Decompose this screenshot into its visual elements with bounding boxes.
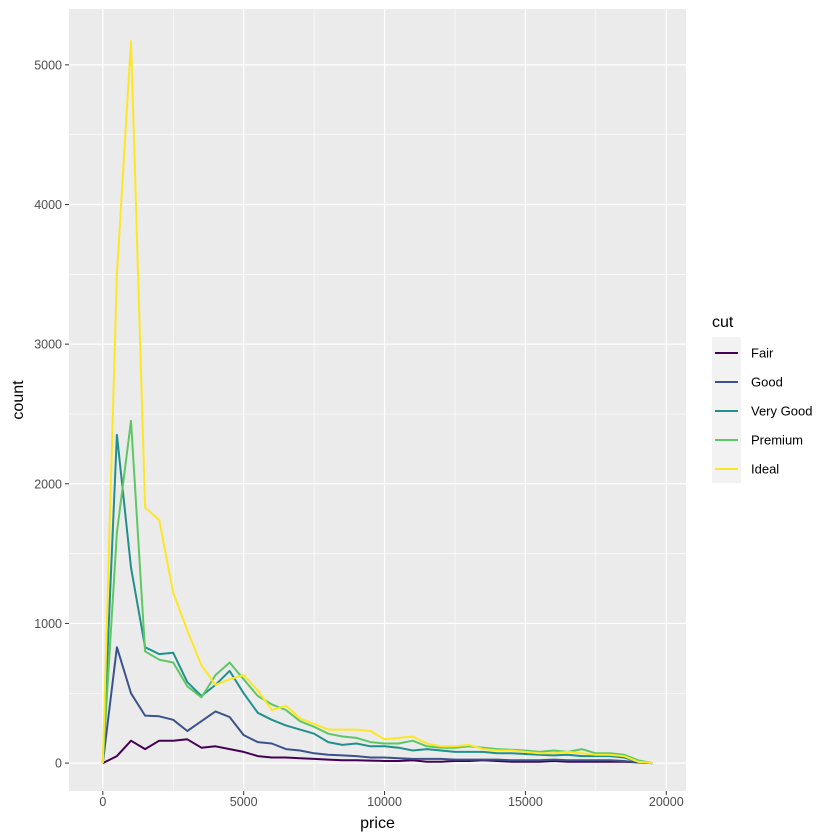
- series-line-very-good: [101, 433, 653, 765]
- y-axis-tick-label: 2000: [34, 477, 62, 491]
- y-axis-tick-label: 3000: [34, 338, 62, 352]
- series-line-premium: [101, 419, 653, 765]
- legend-title: cut: [712, 314, 734, 331]
- y-axis-tick-label: 5000: [34, 58, 62, 72]
- legend-items: Fair Good Very Good Premium Ideal: [715, 346, 812, 477]
- series-line-fair: [102, 738, 653, 765]
- y-axis-tick-label: 0: [55, 757, 62, 771]
- legend: cut Fair Good Very Good Premium Ideal: [712, 314, 812, 483]
- x-axis-title: price: [360, 815, 395, 832]
- legend-label-fair: Fair: [751, 346, 774, 361]
- series-line-ideal: [101, 40, 653, 765]
- grid-minor: [69, 9, 686, 791]
- y-axis-tick-label: 4000: [34, 198, 62, 212]
- y-axis-title: count: [10, 380, 27, 420]
- series-lines: [101, 40, 653, 765]
- legend-label-ideal: Ideal: [751, 462, 779, 477]
- y-axis: 0 1000 2000 3000 4000 5000: [34, 58, 69, 771]
- grid-major: [69, 9, 686, 791]
- x-axis-tick-label: 5000: [230, 795, 258, 809]
- legend-label-premium: Premium: [751, 433, 803, 448]
- x-axis-tick-label: 20000: [649, 795, 684, 809]
- x-axis-tick-label: 0: [99, 795, 106, 809]
- x-axis-tick-label: 10000: [367, 795, 402, 809]
- x-axis: 0 5000 10000 15000 20000: [99, 791, 684, 809]
- plot-panel: [69, 9, 686, 791]
- legend-label-good: Good: [751, 375, 783, 390]
- y-axis-tick-label: 1000: [34, 617, 62, 631]
- series-line-good: [101, 646, 653, 765]
- legend-label-very-good: Very Good: [751, 404, 812, 419]
- x-axis-tick-label: 15000: [508, 795, 543, 809]
